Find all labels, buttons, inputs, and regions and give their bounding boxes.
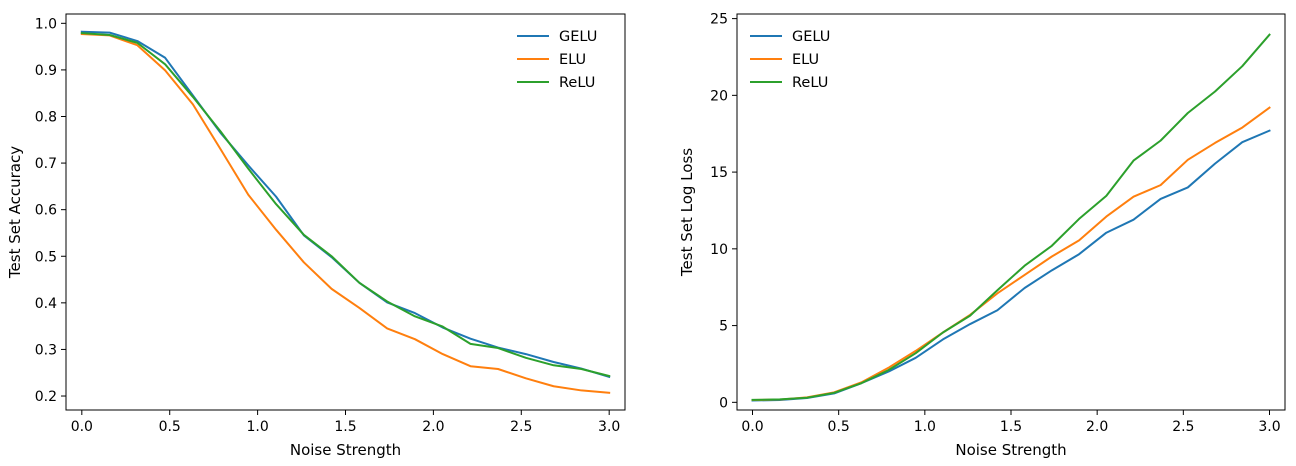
accuracy-legend: GELU ELU ReLU [517,29,597,91]
accuracy-legend-label-elu: ELU [559,52,586,68]
log-loss-line-gelu [751,129,1271,402]
log-loss-y-tick-label: 10 [710,242,728,258]
accuracy-x-tick-label: 1.0 [246,419,268,435]
accuracy-lines [80,30,611,394]
accuracy-y-tick-label: 0.5 [35,249,57,265]
log-loss-legend-label-gelu: GELU [792,29,830,45]
accuracy-y-tick-label: 0.8 [35,109,57,125]
accuracy-y-tick-label: 0.3 [35,342,57,358]
log-loss-chart: 0.0 0.5 1.0 1.5 2.0 2.5 3.0 0 5 10 15 20 25 Noise St… [678,12,1286,459]
accuracy-y-tick-label: 0.6 [35,203,57,219]
log-loss-line-elu [751,106,1271,402]
log-loss-y-tick-label: 25 [710,12,728,28]
accuracy-x-axis-label: Noise Strength [290,441,401,459]
log-loss-lines [751,33,1271,402]
accuracy-legend-label-relu: ReLU [559,75,595,91]
accuracy-line-elu [80,32,611,394]
log-loss-legend: GELU ELU ReLU [750,29,830,91]
accuracy-x-tick-label: 0.5 [159,419,181,435]
accuracy-legend-label-gelu: GELU [559,29,597,45]
accuracy-x-tick-label: 2.5 [510,419,532,435]
accuracy-x-tick-label: 2.0 [422,419,444,435]
accuracy-plot-frame [65,13,626,411]
log-loss-y-tick-label: 0 [719,395,728,411]
accuracy-line-relu [80,32,611,378]
log-loss-y-axis-label: Test Set Log Loss [678,148,696,277]
accuracy-y-tick-label: 1.0 [35,16,57,32]
accuracy-y-tick-label: 0.7 [35,156,57,172]
accuracy-y-axis-label: Test Set Accuracy [6,146,24,279]
accuracy-y-tick-label: 0.9 [35,63,57,79]
log-loss-x-axis-label: Noise Strength [955,441,1066,459]
accuracy-y-tick-label: 0.4 [35,296,57,312]
log-loss-x-tick-label: 3.0 [1258,419,1280,435]
accuracy-line-gelu [80,30,611,379]
log-loss-line-relu [751,33,1271,401]
accuracy-chart: 0.0 0.5 1.0 1.5 2.0 2.5 3.0 0.2 0.3 0.4 0.5 0.6 0.7 0… [6,13,626,459]
log-loss-x-tick-label: 0.0 [741,419,763,435]
log-loss-plot-frame [736,13,1286,411]
accuracy-y-tick-label: 0.2 [35,389,57,405]
log-loss-ticks: 0.0 0.5 1.0 1.5 2.0 2.5 3.0 0 5 10 15 20 25 [710,12,1280,435]
log-loss-x-tick-label: 1.0 [914,419,936,435]
log-loss-x-tick-label: 1.5 [1000,419,1022,435]
accuracy-x-tick-label: 0.0 [71,419,93,435]
log-loss-y-tick-label: 20 [710,88,728,104]
accuracy-ticks: 0.0 0.5 1.0 1.5 2.0 2.5 3.0 0.2 0.3 0.4 0.5 0.6 0.7 0… [35,16,621,435]
log-loss-y-tick-label: 15 [710,165,728,181]
log-loss-x-tick-label: 2.0 [1086,419,1108,435]
log-loss-legend-label-elu: ELU [792,52,819,68]
log-loss-legend-label-relu: ReLU [792,75,828,91]
accuracy-x-tick-label: 3.0 [598,419,620,435]
accuracy-x-tick-label: 1.5 [334,419,356,435]
log-loss-x-tick-label: 2.5 [1172,419,1194,435]
log-loss-y-tick-label: 5 [719,319,728,335]
log-loss-x-tick-label: 0.5 [828,419,850,435]
